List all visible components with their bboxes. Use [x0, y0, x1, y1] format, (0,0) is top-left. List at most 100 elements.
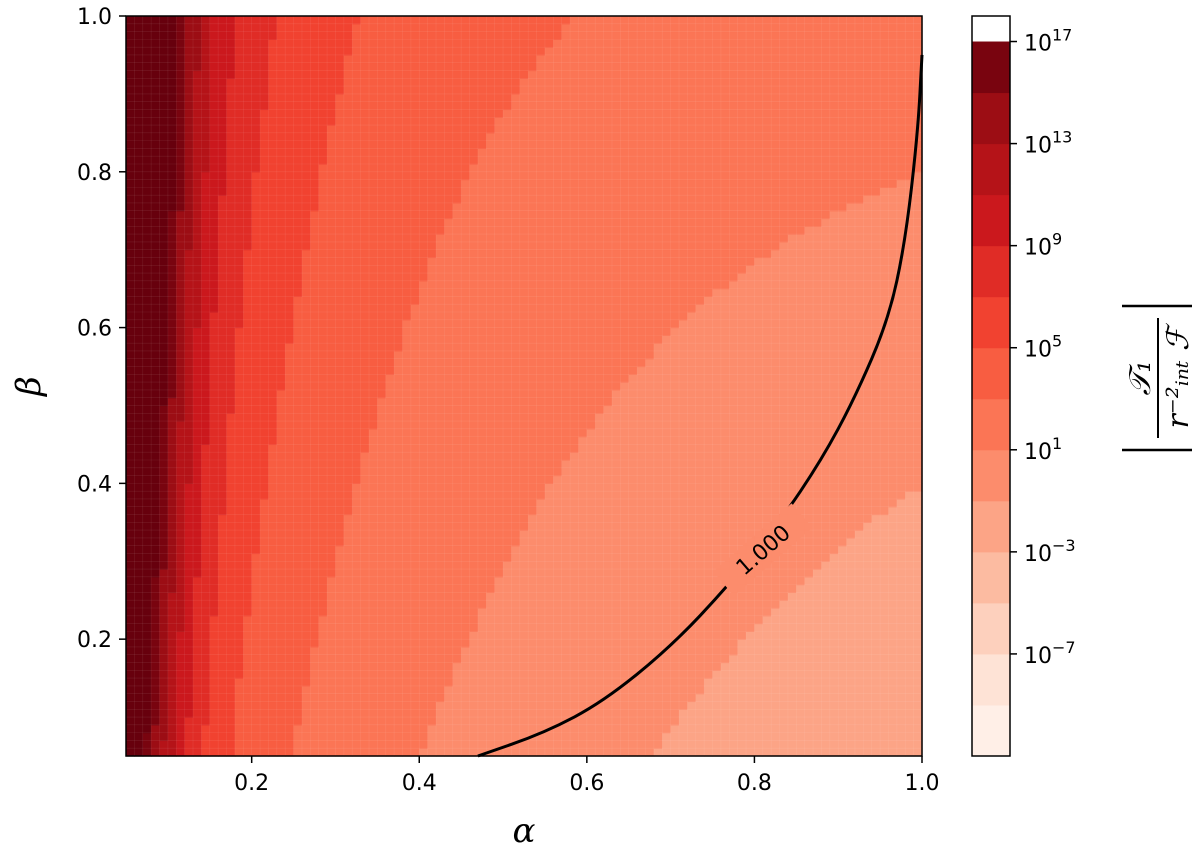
heatmap-cell	[402, 460, 412, 469]
heatmap-cell	[134, 639, 144, 648]
heatmap-cell	[268, 709, 278, 718]
heatmap-cell	[477, 491, 487, 500]
heatmap-cell	[301, 312, 311, 321]
heatmap-cell	[352, 140, 362, 150]
heatmap-cell	[427, 615, 437, 625]
heatmap-cell	[528, 639, 538, 648]
heatmap-cell	[201, 475, 211, 484]
heatmap-cell	[368, 171, 378, 181]
heatmap-cell	[419, 288, 429, 298]
heatmap-cell	[151, 467, 161, 477]
heatmap-cell	[377, 218, 387, 227]
heatmap-cell	[293, 717, 303, 726]
heatmap-cell	[159, 530, 169, 539]
heatmap-cell	[335, 561, 345, 570]
heatmap-cell	[335, 444, 345, 453]
heatmap-cell	[477, 109, 487, 118]
heatmap-cell	[310, 631, 320, 640]
heatmap-cell	[159, 234, 169, 243]
heatmap-cell	[201, 288, 211, 298]
heatmap-cell	[142, 125, 152, 134]
heatmap-cell	[511, 257, 521, 266]
heatmap-cell	[343, 23, 353, 33]
heatmap-cell	[377, 732, 387, 742]
heatmap-cell	[469, 569, 479, 578]
heatmap-cell	[343, 327, 353, 336]
heatmap-cell	[427, 397, 437, 407]
heatmap-cell	[142, 615, 152, 625]
heatmap-cell	[544, 93, 554, 103]
heatmap-cell	[301, 646, 311, 656]
heatmap-cell	[503, 623, 513, 632]
heatmap-cell	[134, 428, 144, 438]
heatmap-cell	[268, 234, 278, 243]
heatmap-cell	[151, 93, 161, 103]
heatmap-cell	[494, 748, 504, 757]
heatmap-cell	[452, 125, 462, 134]
heatmap-cell	[436, 47, 445, 56]
heatmap-cell	[251, 444, 261, 453]
heatmap-cell	[436, 600, 445, 609]
heatmap-cell	[394, 374, 404, 383]
heatmap-cell	[368, 623, 378, 632]
heatmap-cell	[394, 670, 404, 679]
heatmap-cell	[544, 608, 554, 617]
heatmap-cell	[544, 39, 554, 48]
heatmap-cell	[209, 366, 219, 375]
heatmap-cell	[318, 654, 328, 664]
heatmap-cell	[352, 491, 362, 500]
heatmap-cell	[503, 685, 513, 695]
heatmap-cell	[318, 31, 328, 40]
heatmap-cell	[327, 210, 337, 220]
heatmap-cell	[553, 187, 563, 196]
heatmap-cell	[343, 171, 353, 181]
heatmap-cell	[511, 226, 521, 235]
heatmap-cell	[511, 467, 521, 477]
heatmap-cell	[126, 132, 135, 142]
heatmap-cell	[553, 257, 563, 266]
heatmap-cell	[469, 530, 479, 539]
heatmap-cell	[209, 86, 219, 95]
heatmap-cell	[151, 452, 161, 461]
heatmap-cell	[461, 514, 471, 523]
heatmap-cell	[142, 335, 152, 344]
heatmap-cell	[469, 343, 479, 352]
heatmap-cell	[544, 615, 554, 625]
heatmap-cell	[419, 436, 429, 446]
heatmap-cell	[436, 662, 445, 671]
heatmap-cell	[184, 405, 194, 414]
heatmap-cell	[486, 78, 496, 87]
heatmap-cell	[536, 140, 546, 150]
heatmap-cell	[427, 125, 437, 134]
heatmap-cell	[377, 156, 387, 165]
heatmap-cell	[503, 117, 513, 126]
heatmap-cell	[536, 654, 546, 664]
heatmap-cell	[503, 257, 513, 266]
heatmap-cell	[134, 608, 144, 617]
heatmap-cell	[461, 350, 471, 360]
heatmap-cell	[268, 257, 278, 266]
heatmap-cell	[477, 522, 487, 531]
heatmap-cell	[402, 545, 412, 555]
heatmap-cell	[310, 670, 320, 679]
heatmap-cell	[193, 436, 203, 446]
heatmap-cell	[419, 125, 429, 134]
heatmap-cell	[260, 639, 270, 648]
heatmap-cell	[343, 592, 353, 601]
heatmap-cell	[234, 693, 244, 703]
heatmap-cell	[477, 475, 487, 484]
heatmap-cell	[419, 491, 429, 500]
heatmap-cell	[218, 732, 228, 742]
heatmap-cell	[234, 631, 244, 640]
heatmap-cell	[436, 265, 445, 274]
heatmap-cell	[444, 444, 454, 453]
heatmap-cell	[544, 467, 554, 477]
heatmap-cell	[335, 670, 345, 679]
heatmap-cell	[343, 382, 353, 391]
heatmap-cell	[193, 257, 203, 266]
heatmap-cell	[494, 561, 504, 570]
heatmap-cell	[519, 210, 529, 220]
heatmap-cell	[335, 678, 345, 687]
heatmap-cell	[553, 54, 563, 64]
heatmap-cell	[343, 234, 353, 243]
